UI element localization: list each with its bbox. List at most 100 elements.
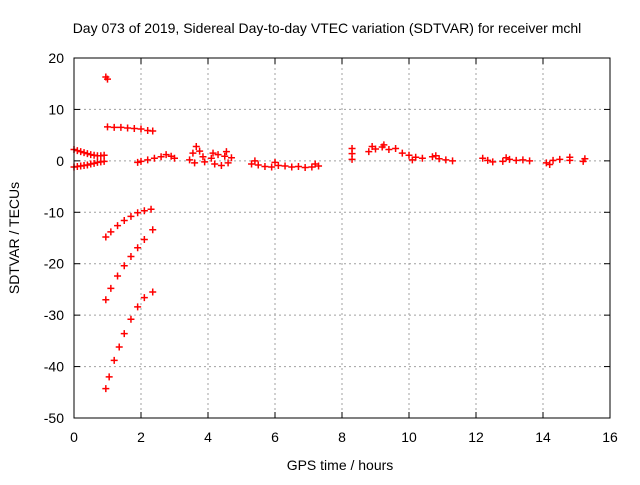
data-point [254,161,262,169]
data-point [227,154,235,162]
data-point [368,142,376,150]
data-point [192,142,200,150]
y-tick-label: 20 [48,50,64,66]
x-tick-label: 8 [338,429,346,445]
x-tick-label: 4 [204,429,212,445]
data-point [512,156,520,164]
data-point [398,149,406,157]
data-point [114,222,122,230]
data-point [124,124,132,132]
data-point [519,156,527,164]
data-point [104,123,111,131]
grid-lines [74,58,610,418]
data-point [83,161,91,169]
data-point [115,343,123,351]
data-point [268,163,276,171]
data-point [162,151,170,159]
data-point [134,158,142,166]
tick-labels: 0 2 4 6 8 10 12 14 16 -50 -40 -30 -20 -10 0 10 20 [44,50,618,445]
data-point [140,236,148,244]
y-axis-label: SDTVAR / TECUs [6,182,22,294]
data-point [209,149,217,157]
data-point [308,163,316,171]
data-point [149,226,157,234]
data-point [261,163,269,171]
data-point [120,330,128,338]
data-point [186,156,194,164]
data-points [70,73,589,393]
data-point [408,156,416,164]
data-point [385,146,393,154]
data-point [506,155,513,163]
data-point [217,161,225,169]
data-point [484,156,492,164]
data-point [120,262,128,270]
y-tick-label: -20 [44,256,64,272]
data-point [191,159,199,167]
data-point [432,152,440,160]
data-point [348,145,356,153]
data-point [392,145,400,153]
data-point [102,296,110,304]
data-point [380,141,388,149]
y-tick-label: 0 [56,153,64,169]
data-point [189,149,197,157]
x-tick-label: 0 [70,429,78,445]
data-point [248,160,256,168]
x-tick-label: 12 [468,429,484,445]
data-point [127,212,135,220]
data-point [100,157,108,165]
data-point [147,205,155,213]
data-point [428,153,436,161]
data-point [207,154,215,162]
data-point [221,152,229,160]
plot-frame [73,57,611,419]
data-point [502,154,510,162]
data-point [556,155,564,163]
data-point [549,156,557,164]
data-point [114,272,122,280]
x-tick-label: 16 [602,429,618,445]
data-point [102,385,110,393]
data-point [157,153,165,161]
data-point [144,156,152,164]
data-point [442,156,450,164]
data-point [100,151,108,159]
chart-title: Day 073 of 2019, Sidereal Day-to-day VTE… [73,20,582,36]
data-point [105,373,113,381]
data-point [150,154,158,162]
data-point [134,303,142,311]
data-point [449,157,457,165]
data-point [149,288,157,296]
data-point [90,159,98,167]
data-point [581,155,589,163]
data-point [199,153,207,161]
data-point [77,148,85,156]
data-point [149,127,157,135]
data-point [104,75,111,83]
data-point [418,154,426,162]
data-point [117,123,125,131]
y-tick-label: -30 [44,307,64,323]
x-tick-label: 10 [401,429,417,445]
x-tick-label: 2 [137,429,145,445]
data-point [137,125,145,133]
data-point [130,124,138,132]
data-point [271,158,279,166]
data-point [546,160,554,168]
data-point [301,164,309,172]
data-point [80,149,88,157]
data-point [73,147,81,155]
data-point [311,160,319,168]
data-point [102,233,110,241]
data-point [365,148,373,156]
data-point [201,158,209,166]
data-point [489,158,497,166]
data-point [120,217,128,225]
data-point [214,151,222,159]
data-point [171,154,178,162]
data-point [110,356,118,364]
data-point [211,160,219,168]
data-point [196,147,204,155]
data-point [110,123,118,131]
